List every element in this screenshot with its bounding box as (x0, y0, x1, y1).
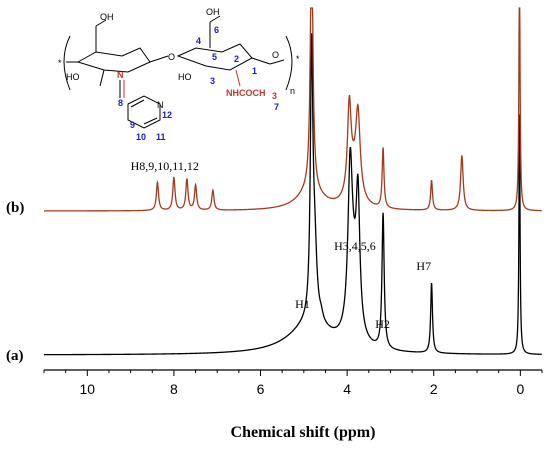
atom-number: 11 (156, 132, 166, 142)
spectra (44, 7, 542, 356)
peak-labels: H8,9,10,11,12 H3,4,5,6 H7 H1 H2 (131, 159, 431, 331)
chemical-structure (63, 15, 293, 129)
sugar-ring-1 (76, 47, 151, 73)
panel-labels: (a) (b) (6, 200, 24, 364)
panel-label: (a) (6, 348, 24, 364)
atom-number: 10 (136, 132, 146, 142)
atom-label: OH (100, 12, 114, 22)
atom-number: 3 (210, 76, 215, 86)
atom-label: n (290, 86, 295, 96)
atom-label: * (58, 58, 62, 68)
x-axis-title: Chemical shift (ppm) (231, 424, 376, 441)
atom-label: HO (178, 72, 192, 82)
atom-label: O (168, 52, 175, 62)
atom-label: O (272, 50, 279, 60)
panel-label: (b) (6, 200, 24, 216)
atom-label: N (117, 70, 124, 80)
pyridine-ring (127, 95, 161, 129)
x-axis: 10 8 6 4 2 0 Chemical shift (ppm) (43, 369, 543, 441)
atom-number: 9 (130, 120, 135, 130)
atom-number: 6 (214, 25, 219, 35)
peak-label: H1 (295, 297, 310, 311)
atom-number: 8 (118, 98, 123, 108)
atom-number: 7 (274, 102, 279, 112)
peak-label: H2 (375, 317, 390, 331)
right-bracket (285, 35, 293, 91)
x-tick-label: 0 (516, 381, 524, 397)
x-tick-label: 10 (80, 381, 96, 397)
peak-label: H7 (416, 259, 431, 273)
sugar-ring-2 (176, 43, 253, 71)
spectrum-line-b (44, 7, 542, 212)
atom-label: NHCOCH (226, 88, 266, 98)
x-tick-label: 6 (257, 381, 265, 397)
atom-label: OH (206, 7, 220, 17)
atom-number: 5 (212, 52, 217, 62)
atom-label: 3 (272, 91, 277, 101)
x-tick-label: 4 (343, 381, 351, 397)
atom-number: 12 (162, 110, 172, 120)
spectrum-line-a (44, 33, 542, 356)
atom-number: 4 (196, 36, 201, 46)
x-tick-label: 2 (430, 381, 438, 397)
peak-label: H3,4,5,6 (334, 239, 376, 253)
atom-number: 2 (234, 54, 239, 64)
x-tick-label: 8 (170, 381, 178, 397)
atom-label: N (157, 100, 164, 110)
atom-number: 1 (252, 66, 257, 76)
atom-label: HO (66, 72, 80, 82)
peak-label: H8,9,10,11,12 (131, 159, 199, 173)
left-bracket (63, 35, 71, 91)
atom-label: * (296, 54, 300, 64)
